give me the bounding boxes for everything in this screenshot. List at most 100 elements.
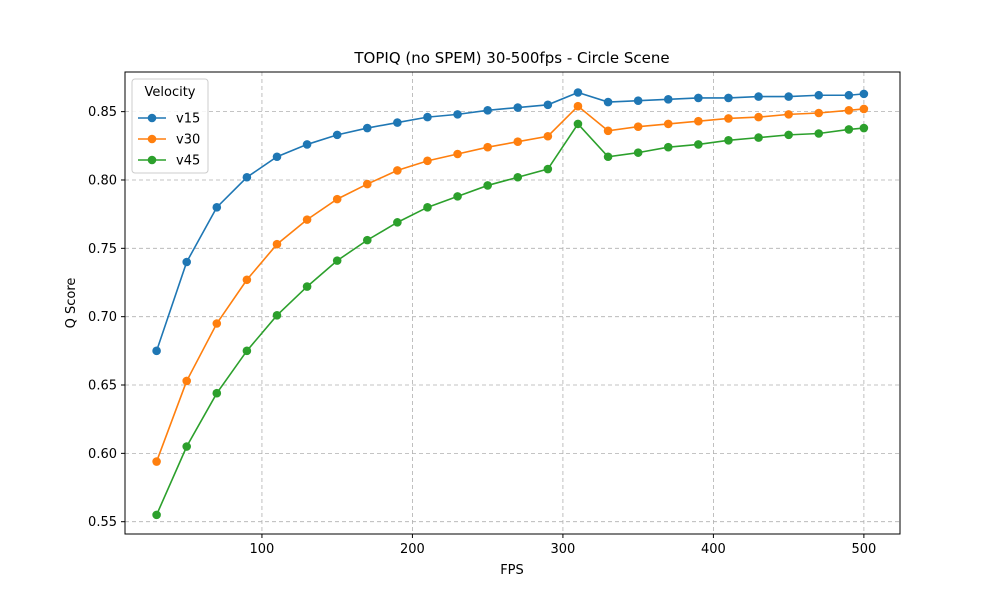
data-point-v30 [513,137,523,147]
data-point-v30 [859,104,869,114]
data-point-v45 [694,140,703,149]
data-point-v15 [573,88,583,97]
data-point-v45 [724,136,733,145]
y-tick-label: 0.85 [88,105,117,120]
data-point-v45 [543,164,553,174]
legend-title: Velocity [145,85,196,100]
data-point-v15 [152,346,161,356]
y-tick-label: 0.80 [88,173,117,188]
y-tick-label: 0.60 [88,447,117,462]
data-point-v30 [633,122,643,131]
y-tick-label: 0.75 [88,242,117,257]
data-point-v30 [724,114,733,123]
data-point-v45 [212,388,222,398]
legend-marker-v30 [147,134,157,144]
data-point-v45 [633,148,643,157]
data-point-v45 [483,181,492,190]
data-point-v45 [453,192,462,201]
data-point-v30 [663,119,673,129]
data-point-v30 [272,239,282,249]
data-point-v45 [573,119,583,129]
data-point-v45 [152,510,161,520]
data-point-v30 [814,108,824,118]
data-point-v15 [859,89,869,99]
data-point-v15 [663,95,673,104]
series-layer [152,88,869,520]
data-point-v15 [814,90,824,100]
data-point-v30 [754,112,763,122]
data-point-v45 [393,218,402,227]
x-tick-label: 200 [400,542,425,557]
data-point-v30 [784,110,793,119]
data-point-v45 [302,282,312,291]
data-point-v30 [453,149,462,159]
y-tick-label: 0.70 [88,310,117,325]
data-point-v30 [603,126,613,136]
data-point-v30 [844,105,854,115]
legend-marker-v15 [147,113,157,123]
data-point-v45 [272,311,282,320]
grid [125,72,900,534]
data-point-v15 [483,105,492,115]
data-point-v30 [573,101,583,111]
data-point-v15 [633,96,643,106]
data-point-v30 [182,376,191,386]
data-point-v30 [362,179,372,189]
data-point-v15 [182,257,191,267]
data-point-v30 [212,319,222,328]
y-tick-label: 0.65 [88,379,117,394]
x-tick-label: 400 [701,542,726,557]
legend-marker-v45 [147,155,157,165]
data-point-v15 [603,97,613,107]
data-point-v30 [242,275,252,285]
data-point-v15 [754,92,763,101]
data-point-v30 [393,166,402,175]
legend-box [131,78,209,174]
y-axis-label: Q Score [64,278,79,329]
legend-label-v15: v15 [176,112,200,127]
data-point-v30 [694,116,703,126]
data-point-v15 [302,140,312,149]
x-tick-label: 100 [250,542,275,557]
data-point-v45 [182,442,191,451]
x-tick-label: 300 [550,542,575,557]
data-point-v45 [423,203,432,212]
x-axis-label: FPS [500,563,524,578]
data-point-v45 [332,256,342,265]
legend: Velocity v15 v30 v45 [131,78,209,174]
data-point-v15 [242,172,252,182]
data-point-v15 [453,110,462,119]
data-point-v15 [694,93,703,103]
data-point-v15 [393,118,402,127]
data-point-v30 [332,194,342,204]
data-point-v15 [724,93,733,103]
legend-label-v45: v45 [176,154,200,169]
data-point-v45 [814,129,824,138]
data-point-v15 [272,152,282,162]
data-point-v30 [483,142,492,152]
data-point-v45 [754,133,763,142]
y-tick-label: 0.55 [88,515,117,530]
chart-title: TOPIQ (no SPEM) 30-500fps - Circle Scene [353,49,669,67]
data-point-v15 [332,130,342,140]
data-point-v45 [663,142,673,152]
data-point-v30 [152,457,161,466]
data-point-v45 [784,130,793,140]
data-point-v45 [513,172,523,182]
plot-frame [124,71,901,535]
data-point-v30 [423,156,432,166]
data-point-v15 [844,90,854,100]
data-point-v45 [859,123,869,133]
data-point-v45 [844,125,854,134]
data-point-v45 [362,235,372,245]
data-point-v15 [784,92,793,101]
data-point-v45 [242,346,252,356]
data-point-v15 [513,103,523,112]
data-point-v15 [543,100,553,110]
data-point-v30 [302,215,312,224]
legend-label-v30: v30 [176,133,200,148]
data-point-v15 [423,112,432,122]
x-tick-label: 500 [851,542,876,557]
data-point-v15 [362,123,372,133]
